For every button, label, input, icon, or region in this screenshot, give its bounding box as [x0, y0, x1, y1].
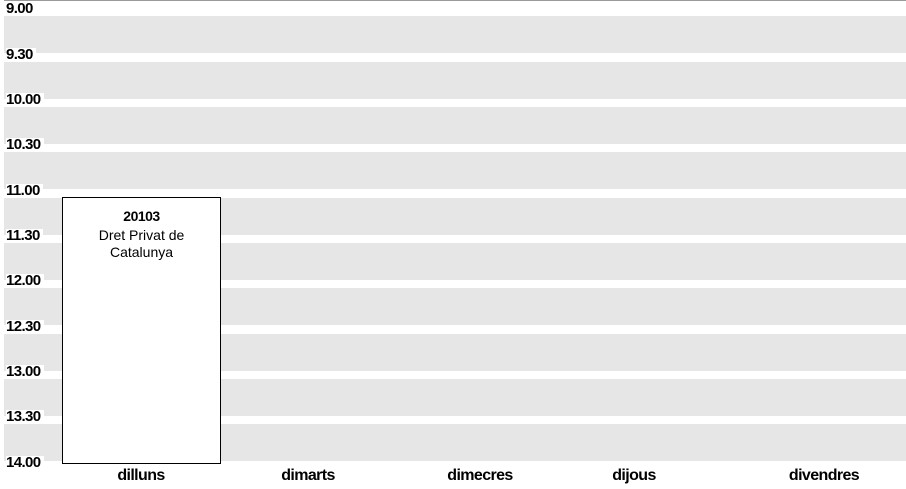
class-name: Dret Privat de Catalunya — [98, 227, 185, 260]
day-label-dimarts: dimarts — [281, 467, 335, 484]
day-label-dimecres: dimecres — [447, 467, 513, 484]
time-label: 9.30 — [6, 47, 36, 62]
day-label-divendres: divendres — [788, 467, 860, 484]
class-block-dret-privat[interactable]: 20103 Dret Privat de Catalunya — [62, 197, 221, 464]
time-label: 11.00 — [6, 183, 43, 198]
day-label-dijous: dijous — [612, 467, 656, 484]
time-label: 9.00 — [6, 1, 36, 16]
half-hour-band — [4, 62, 906, 99]
time-label: 11.30 — [6, 228, 43, 243]
time-label: 10.00 — [6, 92, 44, 107]
time-label: 12.00 — [6, 273, 44, 288]
time-label: 10.30 — [6, 137, 44, 152]
half-hour-band — [4, 16, 906, 53]
time-label: 14.00 — [6, 455, 44, 470]
time-label: 13.30 — [6, 409, 44, 424]
half-hour-band — [4, 152, 906, 189]
time-label: 13.00 — [6, 364, 44, 379]
time-label: 12.30 — [6, 319, 44, 334]
day-label-dilluns: dilluns — [117, 467, 165, 484]
half-hour-band — [4, 107, 906, 144]
top-rule — [4, 0, 906, 1]
class-code: 20103 — [123, 208, 160, 224]
